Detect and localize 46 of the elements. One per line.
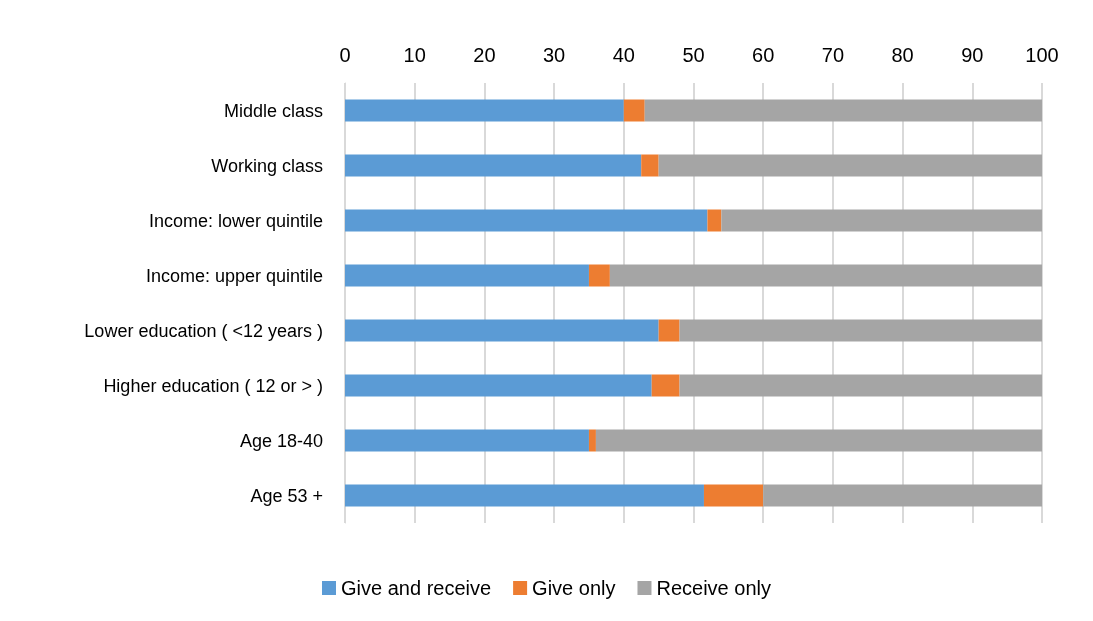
x-tick-label: 50 xyxy=(682,44,705,66)
bar xyxy=(595,429,1042,452)
y-tick-label: Lower education ( <12 years ) xyxy=(84,320,323,341)
bar xyxy=(345,154,642,177)
y-tick-label: Middle class xyxy=(223,100,323,121)
y-tick-label: Higher education ( 12 or > ) xyxy=(103,375,323,396)
bar xyxy=(703,484,764,507)
x-tick-label: 40 xyxy=(612,44,635,66)
bar xyxy=(644,99,1042,122)
legend-label: Give only xyxy=(532,577,616,599)
bar xyxy=(707,209,722,232)
bar xyxy=(345,209,708,232)
bar xyxy=(679,319,1042,342)
x-tick-label: 30 xyxy=(542,44,566,66)
y-tick-label: Income: upper quintile xyxy=(145,265,323,286)
x-tick-label: 20 xyxy=(473,44,496,66)
bar xyxy=(345,319,659,342)
bar xyxy=(345,484,704,507)
x-tick-label: 10 xyxy=(403,44,426,66)
bar xyxy=(658,319,680,342)
x-tick-label: 90 xyxy=(961,44,984,66)
y-tick-label: Working class xyxy=(211,155,323,176)
x-tick-label: 0 xyxy=(339,44,351,66)
bar xyxy=(588,429,596,452)
bar xyxy=(641,154,659,177)
bar xyxy=(658,154,1042,177)
bar xyxy=(345,429,589,452)
bar xyxy=(588,264,610,287)
y-tick-label: Age 53 + xyxy=(250,485,323,506)
bar xyxy=(345,264,589,287)
legend-label: Receive only xyxy=(656,577,771,599)
y-tick-label: Income: lower quintile xyxy=(148,210,323,231)
y-tick-label: Age 18-40 xyxy=(239,430,323,451)
x-tick-label: 70 xyxy=(821,44,845,66)
bar xyxy=(345,374,652,397)
bar xyxy=(679,374,1042,397)
x-tick-label: 60 xyxy=(752,44,775,66)
x-tick-label: 100 xyxy=(1025,44,1059,66)
bar xyxy=(623,99,645,122)
bar xyxy=(651,374,680,397)
bar xyxy=(763,484,1042,507)
x-tick-label: 80 xyxy=(891,44,914,66)
legend-label: Give and receive xyxy=(341,577,492,599)
bar xyxy=(345,99,624,122)
bar xyxy=(721,209,1042,232)
bar xyxy=(609,264,1042,287)
